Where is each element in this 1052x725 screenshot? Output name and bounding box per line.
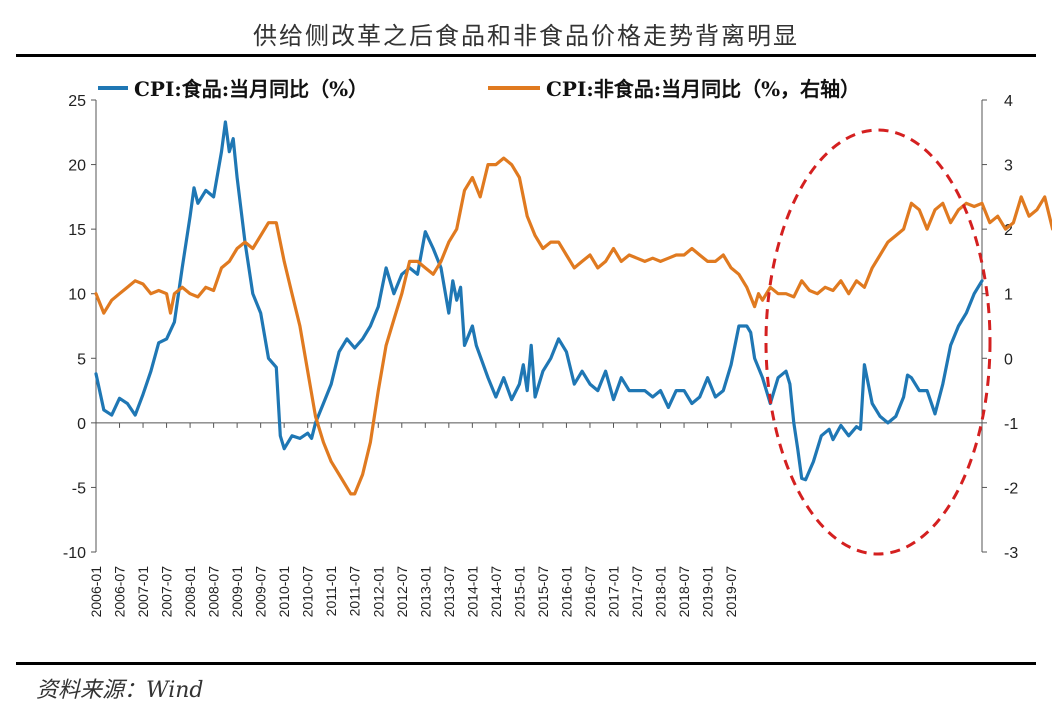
legend: CPI:食品:当月同比（%） CPI:非食品:当月同比（%，右轴） xyxy=(98,77,860,101)
x-axis-label: 2006-07 xyxy=(112,566,128,618)
left-axis-label: 0 xyxy=(77,416,86,433)
x-axis-label: 2018-01 xyxy=(653,566,669,618)
x-axis-label: 2017-01 xyxy=(605,566,621,618)
x-axis-label: 2019-01 xyxy=(700,566,716,618)
right-axis-label: 0 xyxy=(1004,351,1013,368)
x-axis-label: 2015-07 xyxy=(535,566,551,618)
x-axis-label: 2007-07 xyxy=(159,566,175,618)
x-axis-label: 2009-07 xyxy=(253,566,269,618)
x-axis-label: 2007-01 xyxy=(135,566,151,618)
right-axis-label: 4 xyxy=(1004,93,1013,110)
x-axis-label: 2012-07 xyxy=(394,566,410,618)
x-axis-label: 2013-07 xyxy=(441,566,457,618)
x-axis-label: 2010-07 xyxy=(300,566,316,618)
x-axis-label: 2006-01 xyxy=(88,566,104,618)
right-axis-label: -2 xyxy=(1004,480,1018,497)
right-axis-label: 2 xyxy=(1004,222,1013,239)
x-axis-label: 2009-01 xyxy=(229,566,245,618)
bottom-rule xyxy=(16,662,1036,665)
x-axis-label: 2010-01 xyxy=(276,566,292,618)
left-axis-label: 25 xyxy=(68,93,86,110)
right-axis-label: -3 xyxy=(1004,545,1018,562)
legend-nonfood-label: CPI:非食品:当月同比（%，右轴） xyxy=(546,77,860,101)
chart-title: 供给侧改革之后食品和非食品价格走势背离明显 xyxy=(253,22,799,50)
x-axis-label: 2015-01 xyxy=(511,566,527,618)
chart: CPI:食品:当月同比（%） CPI:非食品:当月同比（%，右轴） -10-50… xyxy=(63,77,1052,617)
right-axis-label: -1 xyxy=(1004,416,1018,433)
highlight-ellipse xyxy=(764,128,992,556)
right-axis-label: 1 xyxy=(1004,287,1013,304)
source-note: 资料来源：Wind xyxy=(36,678,204,703)
left-axis-label: 20 xyxy=(68,158,86,175)
series-line-food xyxy=(94,120,984,482)
left-axis-label: -10 xyxy=(63,545,86,562)
x-axis-label: 2008-07 xyxy=(206,566,222,618)
x-axis-label: 2013-01 xyxy=(417,566,433,618)
x-axis-label: 2018-07 xyxy=(676,566,692,618)
series xyxy=(94,120,1052,496)
x-axis-label: 2017-07 xyxy=(629,566,645,618)
right-axis-label: 3 xyxy=(1004,158,1013,175)
left-axis-label: 10 xyxy=(68,287,86,304)
x-axis-label: 2016-07 xyxy=(582,566,598,618)
x-axis-label: 2016-01 xyxy=(558,566,574,618)
x-axis-label: 2012-01 xyxy=(370,566,386,618)
top-rule xyxy=(16,54,1036,57)
x-axis-label: 2014-07 xyxy=(488,566,504,618)
x-axis-label: 2019-07 xyxy=(723,566,739,618)
left-axis-label: 15 xyxy=(68,222,86,239)
x-axis-label: 2011-01 xyxy=(323,566,339,617)
left-axis-label: -5 xyxy=(72,480,86,497)
x-axis-label: 2014-01 xyxy=(464,566,480,618)
legend-food-label: CPI:食品:当月同比（%） xyxy=(134,77,368,101)
x-axis-label: 2008-01 xyxy=(182,566,198,618)
series-line-nonfood xyxy=(94,156,1052,496)
left-axis-label: 5 xyxy=(77,351,86,368)
x-axis-label: 2011-07 xyxy=(347,566,363,617)
